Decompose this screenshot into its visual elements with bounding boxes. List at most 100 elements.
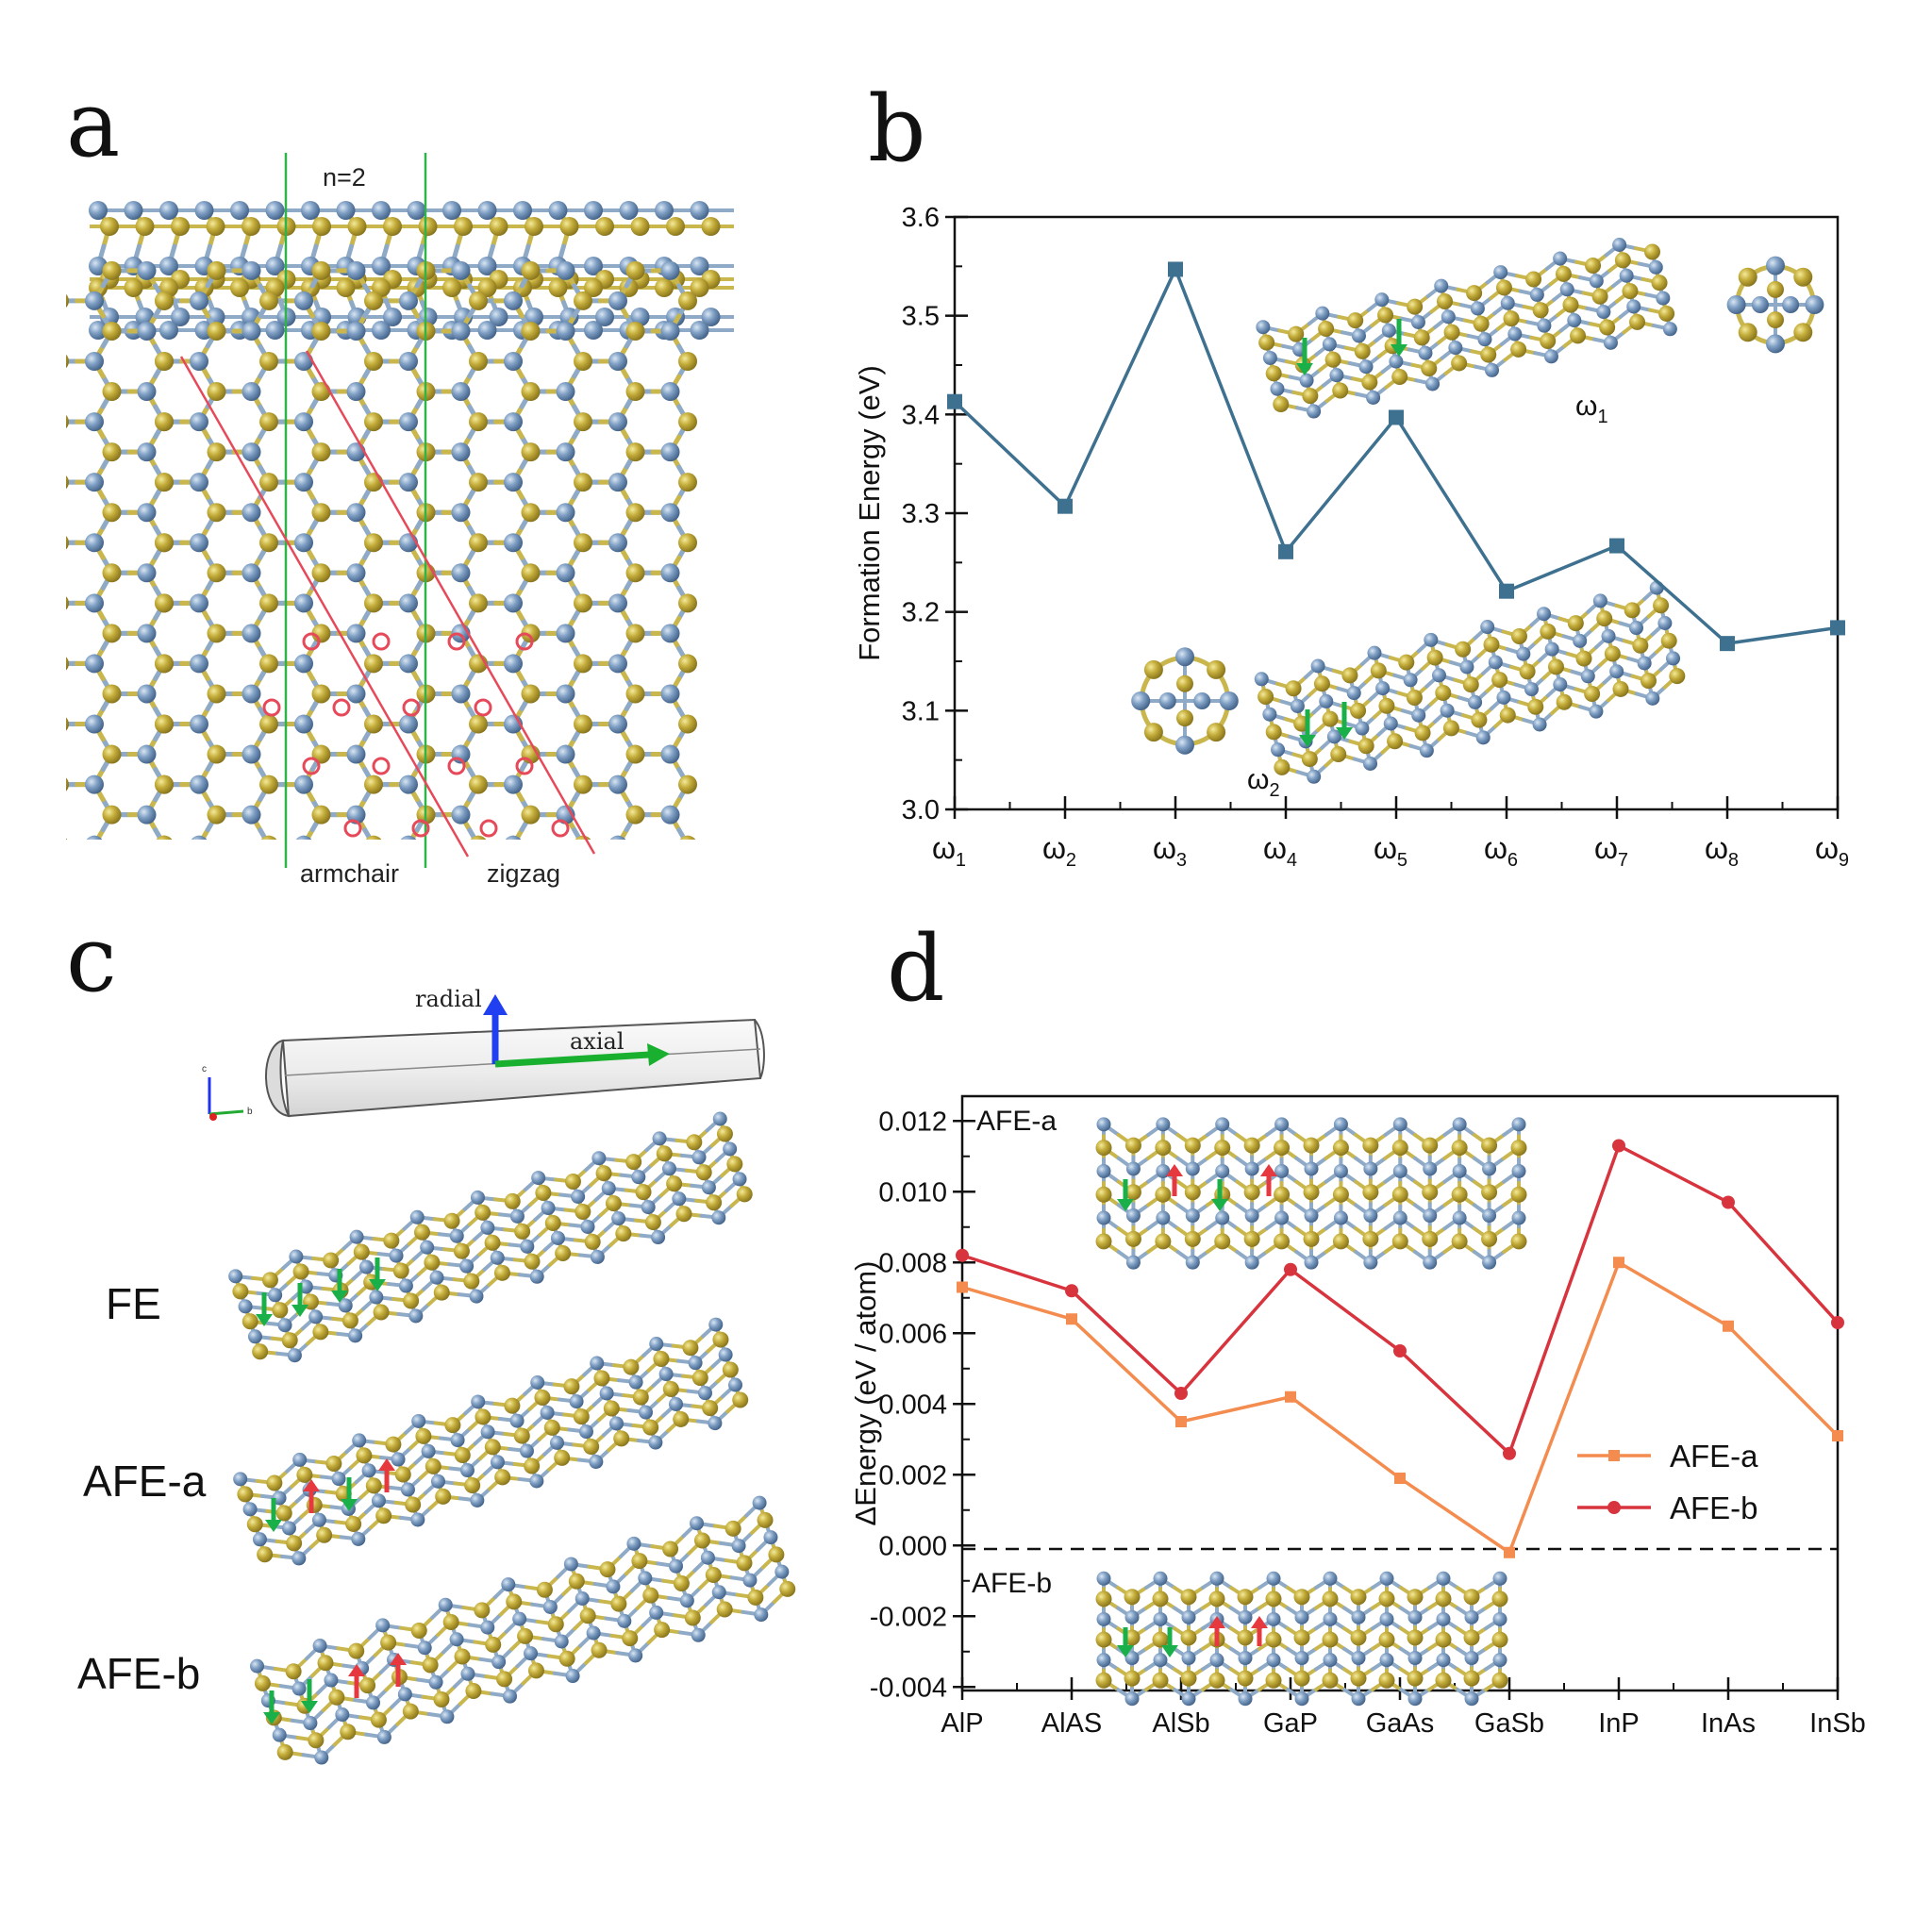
- x-tick-label: InAs: [1701, 1708, 1756, 1739]
- y-tick-label: 0.008: [878, 1248, 947, 1278]
- panel-a-letter: a: [66, 72, 120, 177]
- panel-d-letter: d: [887, 916, 944, 1022]
- highlight-ring: [474, 698, 492, 717]
- highlight-ring: [262, 698, 281, 717]
- x-tick-label: AlSb: [1152, 1708, 1209, 1739]
- y-tick-label: 0.010: [878, 1177, 947, 1208]
- armchair-label: armchair: [300, 859, 399, 888]
- legend-label: AFE-b: [1670, 1491, 1758, 1525]
- panel-d: d -0.004 -0.002 0.000 0.002 0.004 0.006 0.008 0…: [849, 916, 1866, 1739]
- highlight-ring: [479, 819, 498, 838]
- highlight-ring: [372, 757, 391, 775]
- axes-d: -0.004 -0.002 0.000 0.002 0.004 0.006 0.008 0.0…: [870, 1107, 1866, 1739]
- series-point-AFE-b: [1831, 1316, 1844, 1329]
- x-tick-label: AlP: [941, 1708, 983, 1739]
- y-axis-label: Formation Energy (eV): [853, 365, 886, 661]
- y-tick-label: 3.4: [902, 400, 940, 430]
- x-tick-label: ω1: [932, 831, 966, 871]
- y-tick-label: 3.0: [902, 795, 940, 825]
- series-point-AFE-b: [1393, 1344, 1407, 1357]
- series-point-AFE-a: [957, 1281, 968, 1293]
- axial-label: axial: [570, 1028, 625, 1055]
- y-tick-label: 0.000: [878, 1531, 947, 1561]
- zigzag-boundary-right: [305, 350, 596, 855]
- y-tick-label: 3.5: [902, 302, 940, 332]
- y-tick-label: -0.004: [870, 1673, 947, 1703]
- highlight-ring: [302, 757, 321, 775]
- x-tick-label: ω8: [1705, 831, 1739, 871]
- y-tick-label: 0.006: [878, 1319, 947, 1349]
- x-tick-label: ω6: [1484, 831, 1518, 871]
- x-tick-label: GaP: [1263, 1708, 1318, 1739]
- axial-arrow: [494, 1051, 650, 1068]
- zigzag-boundary-left: [179, 356, 470, 858]
- inset-afe-a-tube: [1095, 1117, 1527, 1270]
- y-tick-label: 0.002: [878, 1460, 947, 1491]
- highlight-ring: [447, 757, 466, 775]
- series-point-AFE-a: [1066, 1313, 1077, 1325]
- formation-energy-point: [1499, 583, 1514, 599]
- y-tick-label: -0.002: [870, 1602, 947, 1632]
- inset-omega1-end: [1726, 256, 1824, 354]
- y-tick-label: 3.2: [902, 598, 940, 628]
- delta-energy-series: [956, 1139, 1844, 1558]
- series-point-AFE-a: [1504, 1546, 1515, 1558]
- afe-a-label: AFE-a: [83, 1457, 207, 1506]
- formation-energy-point: [1609, 538, 1624, 554]
- x-tick-label: AlAS: [1041, 1708, 1102, 1739]
- x-tick-label: InP: [1598, 1708, 1640, 1739]
- zigzag-label: zigzag: [487, 859, 560, 888]
- formation-energy-point: [1278, 543, 1293, 559]
- highlight-ring: [411, 819, 430, 838]
- y-axis-label-d: ΔEnergy (eV / atom): [849, 1261, 882, 1526]
- formation-energy-point: [1389, 409, 1404, 425]
- nanotube-insets-d: [1095, 1117, 1527, 1707]
- afe-a-nanotube: [233, 1317, 749, 1566]
- series-point-AFE-b: [1174, 1387, 1188, 1400]
- panel-c: c radial axial c b FE AFE-a AFE-b: [66, 907, 796, 1765]
- afe-b-label: AFE-b: [77, 1649, 200, 1698]
- axis-triad: c b: [202, 1064, 253, 1121]
- highlight-ring: [515, 632, 534, 651]
- series-point-AFE-b: [956, 1248, 969, 1262]
- series-point-AFE-a: [1175, 1416, 1187, 1427]
- highlight-ring: [302, 632, 321, 651]
- y-tick-label: 0.004: [878, 1390, 947, 1420]
- inset-omega2-tube: [1254, 580, 1686, 784]
- formation-energy-point: [1168, 261, 1183, 277]
- y-tick-label: 3.6: [902, 203, 940, 233]
- honeycomb-lattice: [66, 260, 697, 840]
- x-tick-label: ω5: [1374, 831, 1407, 871]
- x-tick-label: ω2: [1042, 831, 1076, 871]
- series-point-AFE-b: [1612, 1139, 1625, 1153]
- highlighted-atoms: [262, 632, 570, 838]
- inset-afe-b-label: AFE-b: [972, 1568, 1052, 1599]
- series-point-AFE-a: [1832, 1430, 1843, 1441]
- series-point-AFE-a: [1285, 1391, 1296, 1403]
- highlight-ring: [343, 819, 362, 838]
- radial-label: radial: [415, 986, 482, 1012]
- x-tick-label: GaSb: [1474, 1708, 1544, 1739]
- x-tick-label: GaAs: [1366, 1708, 1435, 1739]
- inset-omega1-tube: [1256, 237, 1677, 419]
- svg-text:c: c: [202, 1064, 207, 1074]
- y-tick-label: 0.012: [878, 1107, 947, 1137]
- series-point-AFE-b: [1722, 1195, 1735, 1209]
- series-point-AFE-b: [1065, 1284, 1078, 1298]
- legend: AFE-a AFE-b: [1577, 1439, 1758, 1525]
- x-tick-label: ω7: [1594, 831, 1628, 871]
- series-point-AFE-a: [1613, 1257, 1624, 1269]
- fe-nanotube: [228, 1111, 753, 1363]
- panel-b: b 3.0 3.1 3.2 3.3 3.4 3.5 3.6 ω1 ω2 ω3 ω4 ω5 ω6 ω7 ω8 ω…: [853, 76, 1849, 871]
- highlight-ring: [515, 757, 534, 775]
- afe-b-nanotube: [249, 1495, 796, 1765]
- svg-text:b: b: [247, 1107, 253, 1117]
- x-tick-label: InSb: [1809, 1708, 1866, 1739]
- highlight-ring: [447, 632, 466, 651]
- tube-schematic: radial axial: [265, 986, 765, 1118]
- formation-energy-point: [1830, 620, 1845, 636]
- n-label: n=2: [323, 163, 366, 192]
- series-point-AFE-a: [1723, 1320, 1734, 1332]
- inset-omega1-label: ω1: [1575, 391, 1608, 427]
